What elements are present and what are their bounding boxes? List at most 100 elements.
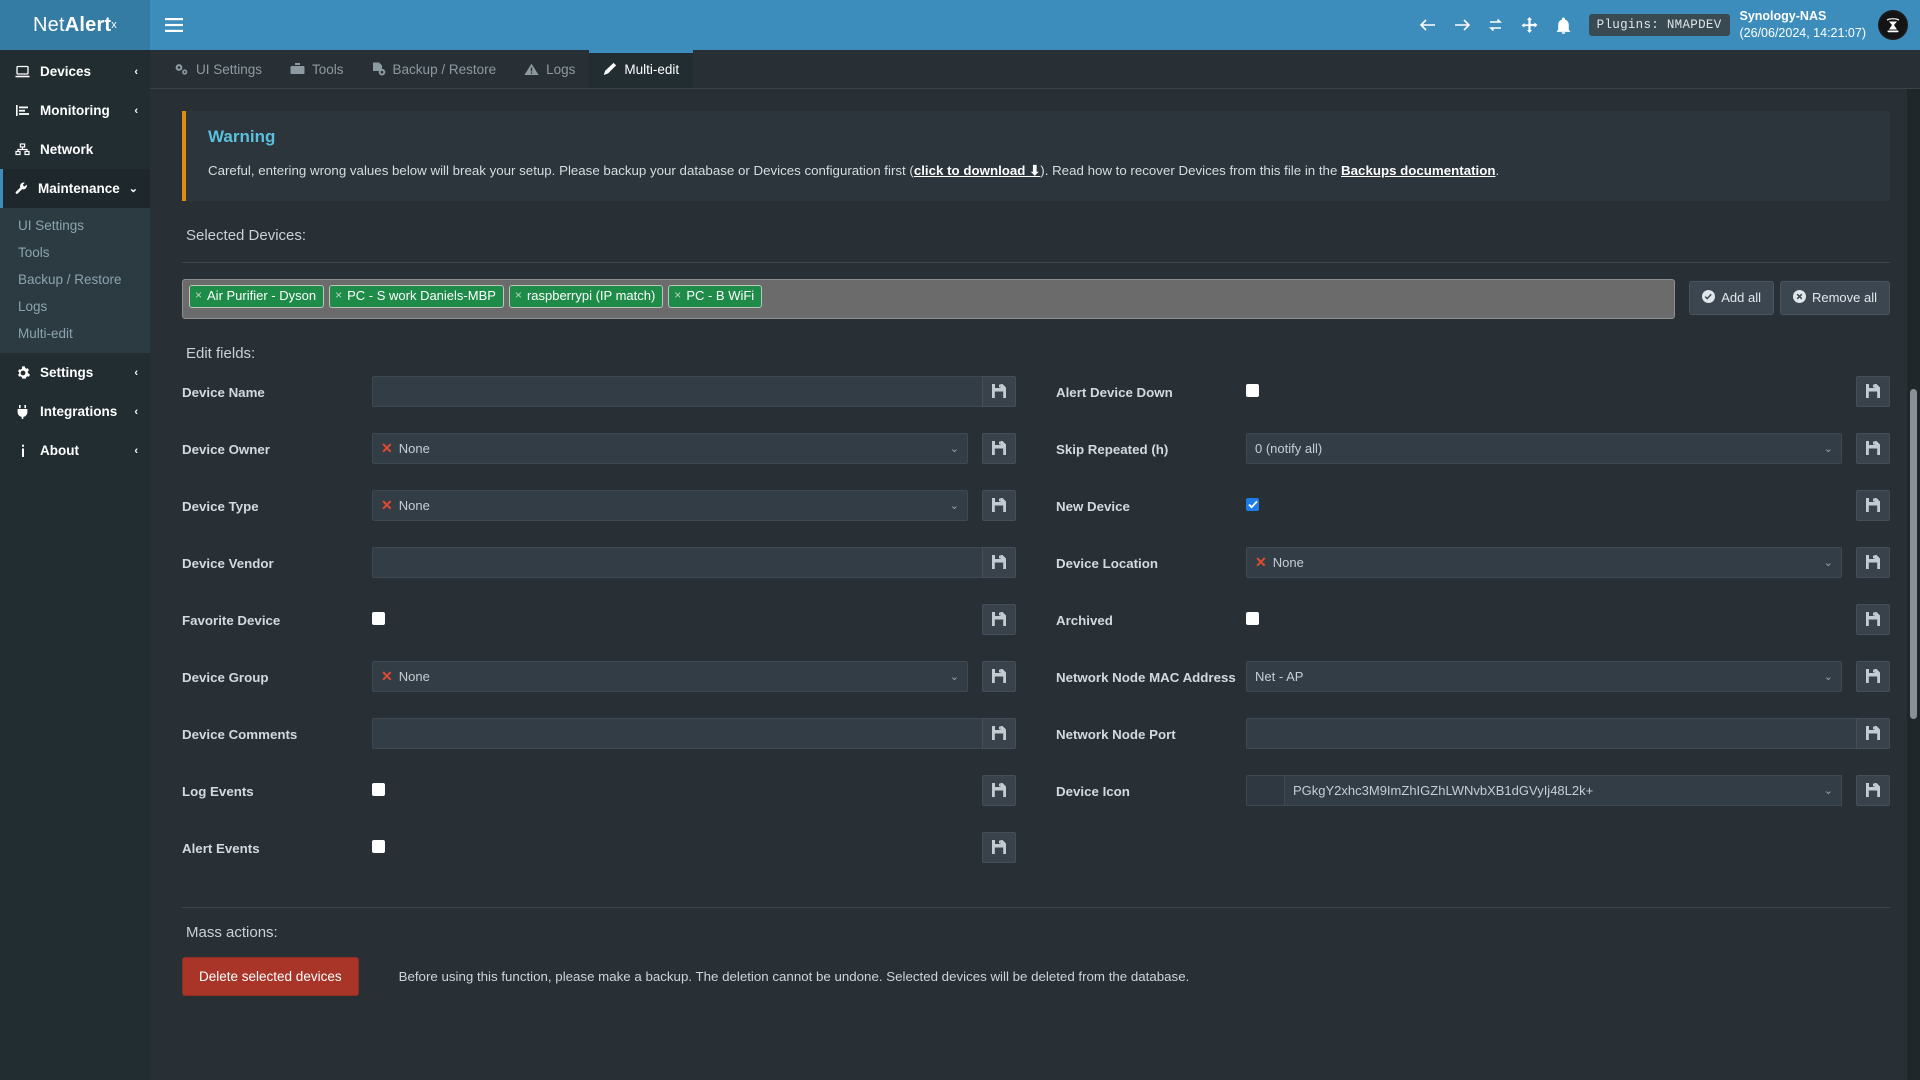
warning-text-part2: ). Read how to recover Devices from this… xyxy=(1040,163,1342,178)
tab-logs[interactable]: Logs xyxy=(510,50,589,88)
device-vendor-input[interactable] xyxy=(372,546,982,578)
save-archived-button[interactable] xyxy=(1856,603,1890,635)
sidebar-item-network[interactable]: Network xyxy=(0,130,150,169)
new-device-checkbox[interactable] xyxy=(1246,497,1259,511)
warning-triangle-icon xyxy=(524,63,539,76)
divider xyxy=(182,261,1890,263)
remove-all-button[interactable]: Remove all xyxy=(1779,280,1890,315)
save-log-events-button[interactable] xyxy=(982,774,1016,806)
field-device-type: Device Type ✕ None ⌄ xyxy=(182,489,1016,521)
save-alert-events-button[interactable] xyxy=(982,831,1016,863)
sidebar-item-integrations[interactable]: Integrations ‹ xyxy=(0,392,150,431)
save-skip-repeated-button[interactable] xyxy=(1856,432,1890,464)
refresh-icon[interactable] xyxy=(1479,0,1513,50)
tab-tools[interactable]: Tools xyxy=(276,50,358,88)
field-control: ✕ None ⌄ xyxy=(1246,546,1890,578)
main-content: UI Settings Tools Backup / Restore Logs xyxy=(150,50,1920,1080)
field-label: Skip Repeated (h) xyxy=(1056,441,1169,457)
network-node-mac-value: Net - AP xyxy=(1255,668,1304,684)
field-label: Device Name xyxy=(182,384,265,400)
sidebar-item-about[interactable]: About ‹ xyxy=(0,431,150,470)
skip-repeated-select[interactable]: 0 (notify all) ⌄ xyxy=(1246,432,1842,464)
save-device-comments-button[interactable] xyxy=(982,717,1016,749)
save-device-vendor-button[interactable] xyxy=(982,546,1016,578)
sidebar-subitem-multi-edit[interactable]: Multi-edit xyxy=(18,326,73,341)
tab-ui-settings[interactable]: UI Settings xyxy=(160,50,276,88)
device-chip[interactable]: × PC - S work Daniels-MBP xyxy=(329,284,504,309)
save-device-location-button[interactable] xyxy=(1856,546,1890,578)
hamburger-icon[interactable] xyxy=(150,0,198,50)
sidebar-item-maintenance[interactable]: Maintenance ⌄ xyxy=(0,169,150,208)
field-label: Device Vendor xyxy=(182,555,274,571)
sidebar-subitem-logs[interactable]: Logs xyxy=(18,299,48,314)
wrench-icon xyxy=(14,182,29,195)
tab-multi-edit[interactable]: Multi-edit xyxy=(589,50,694,88)
alert-events-checkbox[interactable] xyxy=(372,839,385,853)
chevron-left-icon: ‹ xyxy=(134,65,138,78)
network-node-mac-select[interactable]: Net - AP ⌄ xyxy=(1246,660,1842,692)
laptop-icon xyxy=(14,65,31,78)
network-node-port-input[interactable] xyxy=(1246,717,1856,749)
field-control: ✕ None ⌄ xyxy=(372,660,1016,692)
tab-label: Logs xyxy=(546,61,576,77)
device-group-select[interactable]: ✕ None ⌄ xyxy=(372,660,968,692)
tab-label: Tools xyxy=(312,61,344,77)
log-events-checkbox[interactable] xyxy=(372,782,385,796)
plugins-badge[interactable]: Plugins: NMAPDEV xyxy=(1588,14,1730,36)
arrow-left-icon[interactable] xyxy=(1411,0,1445,50)
logo-text-alert: Alert xyxy=(64,13,112,36)
warning-text-part1: Careful, entering wrong values below wil… xyxy=(208,163,914,178)
chip-remove-icon[interactable]: × xyxy=(514,288,522,303)
device-icon-select[interactable]: PGkgY2xhc3M9ImZhIGZhLWNvbXB1dGVyIj48L2k+… xyxy=(1284,774,1842,806)
bell-icon[interactable] xyxy=(1547,0,1581,50)
save-network-node-port-button[interactable] xyxy=(1856,717,1890,749)
sidebar-item-monitoring[interactable]: Monitoring ‹ xyxy=(0,91,150,130)
tab-backup-restore[interactable]: Backup / Restore xyxy=(358,50,511,88)
favorite-device-checkbox[interactable] xyxy=(372,611,385,625)
save-device-icon-button[interactable] xyxy=(1856,774,1890,806)
archived-checkbox[interactable] xyxy=(1246,611,1259,625)
device-owner-select[interactable]: ✕ None ⌄ xyxy=(372,432,968,464)
save-favorite-device-button[interactable] xyxy=(982,603,1016,635)
backups-documentation-link[interactable]: Backups documentation xyxy=(1341,163,1496,178)
user-avatar[interactable] xyxy=(1878,10,1908,40)
sidebar-item-settings[interactable]: Settings ‹ xyxy=(0,353,150,392)
chevron-left-icon: ‹ xyxy=(134,104,138,117)
device-location-select[interactable]: ✕ None ⌄ xyxy=(1246,546,1842,578)
app-logo[interactable]: Net Alert x xyxy=(0,0,150,50)
save-alert-device-down-button[interactable] xyxy=(1856,375,1890,407)
sidebar-subitem-backup-restore[interactable]: Backup / Restore xyxy=(18,272,122,287)
pencil-icon xyxy=(603,62,617,76)
device-type-select[interactable]: ✕ None ⌄ xyxy=(372,489,968,521)
download-backup-link[interactable]: click to download ⬇ xyxy=(914,163,1040,178)
device-chip[interactable]: × raspberrypi (IP match) xyxy=(508,284,664,309)
device-chip[interactable]: × PC - B WiFi xyxy=(668,284,763,309)
save-device-group-button[interactable] xyxy=(982,660,1016,692)
save-new-device-button[interactable] xyxy=(1856,489,1890,521)
sidebar-subitem-ui-settings[interactable]: UI Settings xyxy=(18,218,85,233)
save-network-node-mac-button[interactable] xyxy=(1856,660,1890,692)
delete-selected-devices-button[interactable]: Delete selected devices xyxy=(182,956,359,996)
x-mark-icon: ✕ xyxy=(381,496,393,513)
sidebar-item-devices[interactable]: Devices ‹ xyxy=(0,52,150,91)
sidebar-subitem-tools[interactable]: Tools xyxy=(18,245,50,260)
save-device-type-button[interactable] xyxy=(982,489,1016,521)
save-device-name-button[interactable] xyxy=(982,375,1016,407)
add-all-button[interactable]: Add all xyxy=(1689,280,1774,315)
device-chip[interactable]: × Air Purifier - Dyson xyxy=(189,284,325,309)
chip-remove-icon[interactable]: × xyxy=(195,288,203,303)
alert-device-down-checkbox[interactable] xyxy=(1246,383,1259,397)
chip-remove-icon[interactable]: × xyxy=(674,288,682,303)
save-device-owner-button[interactable] xyxy=(982,432,1016,464)
scrollbar-thumb[interactable] xyxy=(1910,389,1917,719)
selected-devices-box[interactable]: × Air Purifier - Dyson × PC - S work Danie… xyxy=(182,278,1676,319)
field-favorite-device: Favorite Device xyxy=(182,603,1016,635)
device-comments-input[interactable] xyxy=(372,717,982,749)
device-name-input[interactable] xyxy=(372,375,982,407)
field-control: ✕ None ⌄ xyxy=(372,432,1016,464)
arrow-right-icon[interactable] xyxy=(1445,0,1479,50)
chip-remove-icon[interactable]: × xyxy=(335,288,343,303)
device-group-value: None xyxy=(398,668,430,684)
move-icon[interactable] xyxy=(1513,0,1547,50)
field-control xyxy=(372,831,1016,863)
